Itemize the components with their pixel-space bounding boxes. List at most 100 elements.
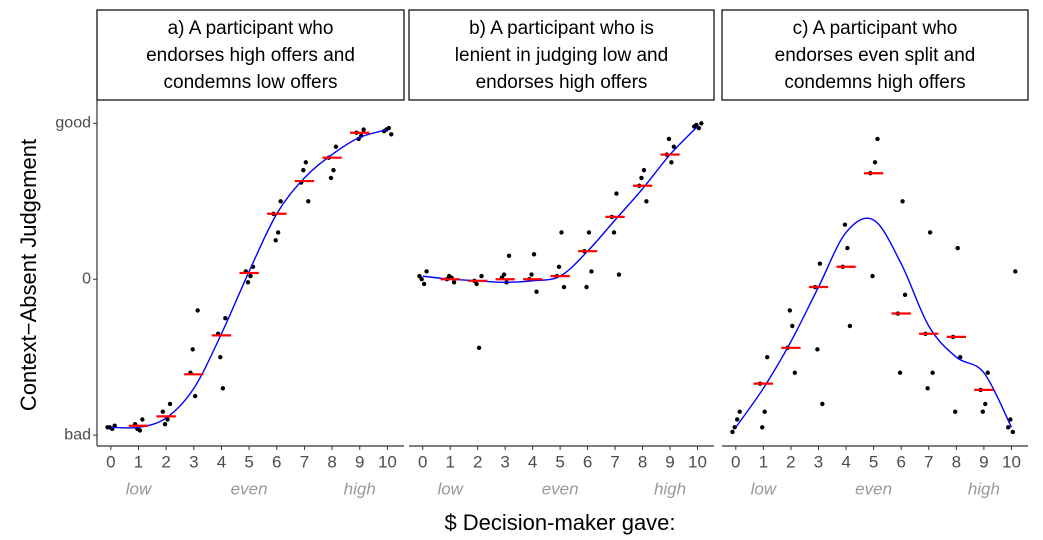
data-point (389, 132, 394, 137)
data-point (953, 409, 958, 414)
x-tick-label: 4 (217, 452, 226, 471)
data-point (424, 269, 429, 274)
data-point (195, 308, 200, 313)
y-tick-label: bad (64, 426, 91, 443)
data-point (218, 354, 223, 360)
data-point (419, 277, 424, 282)
data-point (1005, 425, 1011, 430)
x-tick-label: 3 (189, 452, 198, 471)
x-tick-label: 8 (327, 452, 336, 471)
smooth-line (422, 126, 699, 284)
data-point (787, 308, 793, 313)
data-point (245, 280, 251, 285)
data-point (223, 315, 228, 321)
data-point (817, 261, 823, 266)
data-point (333, 144, 339, 149)
data-point (534, 289, 539, 294)
data-point (980, 409, 985, 414)
data-point (730, 429, 735, 435)
data-point (870, 273, 875, 279)
data-point (556, 264, 562, 269)
data-point (985, 370, 990, 375)
data-point (639, 175, 644, 181)
data-point (361, 127, 366, 132)
data-point (614, 191, 619, 196)
facet-strip (96, 9, 405, 101)
x-tick-label: 9 (665, 452, 674, 471)
x-annotation: even (855, 479, 892, 498)
data-point (669, 160, 674, 165)
x-tick-label: 7 (610, 452, 619, 471)
x-tick-label: 7 (300, 452, 309, 471)
data-point (559, 230, 564, 235)
x-tick-label: 1 (445, 452, 454, 471)
data-point (162, 421, 168, 427)
data-point (955, 245, 960, 251)
x-tick-label: 8 (638, 452, 647, 471)
x-axis-label: $ Decision-maker gave: (444, 510, 675, 535)
data-point (501, 272, 507, 277)
x-tick-label: 2 (786, 452, 795, 471)
x-tick-label: 6 (272, 452, 281, 471)
x-tick-label: 10 (1002, 452, 1021, 471)
data-point (561, 284, 567, 290)
y-axis-label: Context−Absent Judgement (16, 139, 41, 411)
x-tick-label: 2 (161, 452, 170, 471)
data-point (666, 136, 672, 142)
data-point (140, 417, 145, 422)
x-annotation: low (126, 479, 153, 498)
data-point (762, 409, 767, 414)
facet-title: condemns low offers (164, 72, 338, 93)
data-point (644, 199, 649, 204)
x-annotation: even (231, 479, 268, 498)
data-point (699, 121, 704, 126)
data-point (875, 136, 880, 142)
data-point (611, 230, 617, 235)
y-tick-label: 0 (82, 270, 91, 287)
data-point (303, 160, 309, 165)
data-point (474, 281, 479, 287)
x-annotation: high (968, 479, 1000, 498)
data-point (1008, 417, 1013, 422)
data-point (671, 144, 677, 149)
data-point (925, 386, 930, 391)
data-point (301, 167, 306, 173)
data-point (616, 272, 622, 277)
x-tick-label: 6 (896, 452, 905, 471)
data-point (641, 167, 647, 173)
data-point (900, 199, 905, 204)
x-tick-label: 10 (688, 452, 707, 471)
data-point (872, 160, 878, 165)
data-point (902, 292, 908, 298)
data-point (737, 409, 742, 414)
data-point (167, 401, 173, 407)
x-tick-label: 9 (355, 452, 364, 471)
data-point (765, 354, 770, 360)
data-point (476, 345, 482, 351)
x-tick-label: 1 (759, 452, 768, 471)
smooth-line (110, 128, 388, 429)
data-point (192, 393, 198, 399)
data-point (273, 238, 278, 243)
data-point (815, 347, 820, 352)
x-tick-label: 4 (841, 452, 850, 471)
data-point (190, 347, 195, 352)
facet-title: c) A participant who (793, 18, 958, 39)
x-tick-label: 9 (979, 452, 988, 471)
data-point (417, 273, 422, 279)
x-tick-label: 10 (378, 452, 397, 471)
data-point (983, 401, 988, 407)
facet-title: lenient in judging low and (455, 45, 668, 66)
data-point (584, 284, 589, 290)
data-point (446, 273, 452, 279)
data-point (306, 199, 311, 204)
data-point (847, 323, 853, 329)
x-tick-label: 8 (952, 452, 961, 471)
data-point (529, 272, 534, 277)
data-point (820, 401, 825, 407)
x-annotation: high (654, 479, 686, 498)
x-annotation: high (344, 479, 376, 498)
x-tick-label: 1 (134, 452, 143, 471)
